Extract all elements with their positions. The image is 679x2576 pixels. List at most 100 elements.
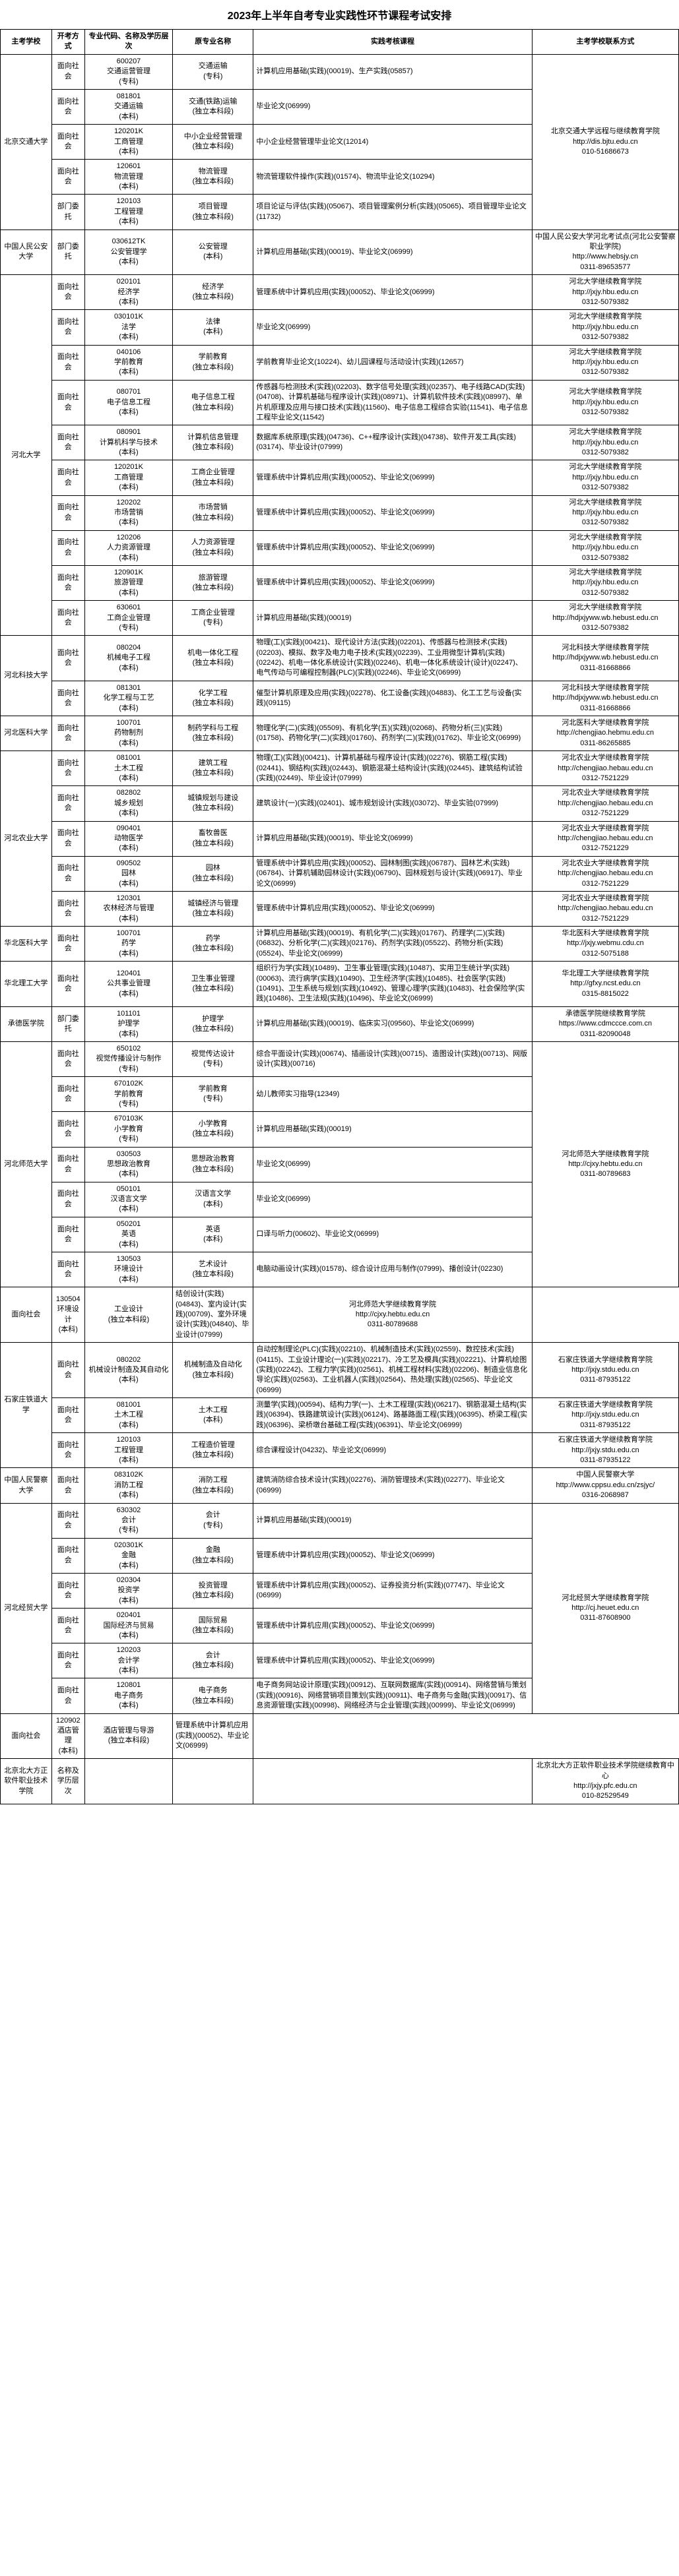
table-row: 石家庄铁道大学面向社会080202机械设计制造及其自动化(本科)机械制造及自动化… bbox=[1, 1343, 679, 1398]
cell-course: 毕业论文(06999) bbox=[253, 1182, 532, 1217]
cell-contact: 华北理工大学继续教育学院http://gfxy.ncst.edu.cn0315-… bbox=[532, 962, 678, 1007]
table-row: 面向社会120301农林经济与管理(本科)城镇经济与管理(独立本科段)管理系统中… bbox=[1, 891, 679, 926]
cell-prevmajor: 工商企业管理(独立本科段) bbox=[173, 460, 253, 495]
cell-prevmajor: 汉语言文学(本科) bbox=[173, 1182, 253, 1217]
cell-code: 600207交通运营管理(专科) bbox=[84, 54, 172, 89]
cell-mode: 面向社会 bbox=[51, 345, 84, 380]
cell-mode: 面向社会 bbox=[51, 1398, 84, 1433]
cell-prevmajor: 公安管理(本科) bbox=[173, 230, 253, 275]
cell-school: 河北医科大学 bbox=[1, 716, 52, 751]
table-row: 面向社会090502园林(本科)园林(独立本科段)管理系统中计算机应用(实践)(… bbox=[1, 856, 679, 891]
cell-course: 口译与听力(00602)、毕业论文(06999) bbox=[253, 1217, 532, 1252]
cell-code: 083102K消防工程(本科) bbox=[84, 1468, 172, 1503]
cell-code: 120201K工商管理(本科) bbox=[84, 125, 172, 160]
cell-prevmajor: 项目管理(独立本科段) bbox=[173, 195, 253, 230]
cell-mode: 部门委托 bbox=[51, 195, 84, 230]
cell-contact: 河北科技大学继续教育学院http://hdjxjyww.wb.hebust.ed… bbox=[532, 636, 678, 681]
table-row: 面向社会120901K旅游管理(本科)旅游管理(独立本科段)管理系统中计算机应用… bbox=[1, 565, 679, 600]
cell-prevmajor: 化学工程(独立本科段) bbox=[173, 681, 253, 716]
cell-school: 河北经贸大学 bbox=[1, 1503, 52, 1713]
cell-code: 020304投资学(本科) bbox=[84, 1573, 172, 1608]
cell-mode: 面向社会 bbox=[51, 565, 84, 600]
cell-mode: 面向社会 bbox=[1, 1713, 52, 1759]
cell-code: 130504环境设计(本科) bbox=[51, 1287, 84, 1343]
cell-prevmajor: 小学教育(独立本科段) bbox=[173, 1112, 253, 1147]
cell-course: 管理系统中计算机应用(实践)(00052)、园林制图(实践)(06787)、园林… bbox=[253, 856, 532, 891]
cell-mode: 面向社会 bbox=[51, 125, 84, 160]
cell-school: 承德医学院 bbox=[1, 1006, 52, 1041]
cell-code: 040106学前教育(本科) bbox=[84, 345, 172, 380]
cell-mode: 面向社会 bbox=[51, 1252, 84, 1287]
cell-prevmajor: 土木工程(本科) bbox=[173, 1398, 253, 1433]
cell-mode: 名称及学历层次 bbox=[51, 1759, 84, 1804]
cell-course: 计算机应用基础(实践)(00019)、生产实践(05857) bbox=[253, 54, 532, 89]
cell-prevmajor: 学前教育(独立本科段) bbox=[173, 345, 253, 380]
cell-code: 081301化学工程与工艺(本科) bbox=[84, 681, 172, 716]
cell-code: 080202机械设计制造及其自动化(本科) bbox=[84, 1343, 172, 1398]
cell-mode: 面向社会 bbox=[51, 310, 84, 345]
cell-course: 电脑动画设计(实践)(01578)、综合设计应用与制作(07999)、播创设计(… bbox=[253, 1252, 532, 1287]
cell-contact: 河北大学继续教育学院http://jxjy.hbu.edu.cn0312-507… bbox=[532, 425, 678, 460]
th-code: 专业代码、名称及学历层次 bbox=[84, 30, 172, 55]
cell-prevmajor: 消防工程(独立本科段) bbox=[173, 1468, 253, 1503]
cell-mode: 面向社会 bbox=[51, 927, 84, 962]
cell-code: 082802城乡规划(本科) bbox=[84, 786, 172, 821]
cell-prevmajor: 物流管理(独立本科段) bbox=[173, 160, 253, 195]
cell-prevmajor: 电子信息工程(独立本科段) bbox=[173, 380, 253, 425]
cell-prevmajor: 卫生事业管理(独立本科段) bbox=[173, 962, 253, 1007]
cell-prevmajor: 经济学(独立本科段) bbox=[173, 275, 253, 310]
table-row: 面向社会040106学前教育(本科)学前教育(独立本科段)学前教育毕业论文(10… bbox=[1, 345, 679, 380]
cell-course: 管理系统中计算机应用(实践)(00052)、毕业论文(06999) bbox=[253, 1609, 532, 1643]
cell-mode: 面向社会 bbox=[51, 530, 84, 565]
cell-contact: 中国人民警察大学http://www.cppsu.edu.cn/zsjyc/03… bbox=[532, 1468, 678, 1503]
header-row: 主考学校 开考方式 专业代码、名称及学历层次 原专业名称 实践考核课程 主考学校… bbox=[1, 30, 679, 55]
cell-code: 130503环境设计(本科) bbox=[84, 1252, 172, 1287]
cell-mode: 面向社会 bbox=[51, 821, 84, 856]
table-row: 中国人民警察大学面向社会083102K消防工程(本科)消防工程(独立本科段)建筑… bbox=[1, 1468, 679, 1503]
cell-prevmajor: 制药学科与工程(独立本科段) bbox=[173, 716, 253, 751]
cell-mode: 面向社会 bbox=[1, 1287, 52, 1343]
cell-course: 计算机应用基础(实践)(00019)、临床实习(09560)、毕业论文(0699… bbox=[253, 1006, 532, 1041]
cell-course: 自动控制理论(PLC)(实践)(02210)、机械制造技术(实践)(02559)… bbox=[253, 1343, 532, 1398]
cell-mode: 面向社会 bbox=[51, 89, 84, 124]
cell-prevmajor: 金融(独立本科段) bbox=[173, 1538, 253, 1573]
cell-course: 计算机应用基础(实践)(00019) bbox=[253, 1112, 532, 1147]
cell-contact: 河北科技大学继续教育学院http://hdjxjyww.wb.hebust.ed… bbox=[532, 681, 678, 716]
cell-code: 080901计算机科学与技术(本科) bbox=[84, 425, 172, 460]
table-row: 河北科技大学面向社会080204机械电子工程(本科)机电一体化工程(独立本科段)… bbox=[1, 636, 679, 681]
cell-prevmajor: 市场营销(独立本科段) bbox=[173, 495, 253, 530]
cell-school: 石家庄铁道大学 bbox=[1, 1343, 52, 1468]
cell-mode: 面向社会 bbox=[51, 681, 84, 716]
cell-code: 100701药物制剂(本科) bbox=[84, 716, 172, 751]
table-row: 北京交通大学面向社会600207交通运营管理(专科)交通运输(专科)计算机应用基… bbox=[1, 54, 679, 89]
cell-course: 计算机应用基础(实践)(00019) bbox=[253, 1503, 532, 1538]
cell-code: 080701电子信息工程(本科) bbox=[84, 380, 172, 425]
cell-code: 081801交通运输(本科) bbox=[84, 89, 172, 124]
cell-course: 结创设计(实践)(04843)、室内设计(实践)(00709)、室外环境设计(实… bbox=[173, 1287, 253, 1343]
cell-code: 080204机械电子工程(本科) bbox=[84, 636, 172, 681]
cell-course: 综合课程设计(04232)、毕业论文(06999) bbox=[253, 1433, 532, 1468]
th-course: 实践考核课程 bbox=[253, 30, 532, 55]
cell-course: 管理系统中计算机应用(实践)(00052)、毕业论文(06999) bbox=[253, 1538, 532, 1573]
table-row: 面向社会081301化学工程与工艺(本科)化学工程(独立本科段)催型计算机原理及… bbox=[1, 681, 679, 716]
table-row: 面向社会081001土木工程(本科)土木工程(本科)测量学(实践)(00594)… bbox=[1, 1398, 679, 1433]
cell-code: 120601物流管理(本科) bbox=[84, 160, 172, 195]
cell-contact: 中国人民公安大学河北考试点(河北公安警察职业学院)http://www.hebs… bbox=[532, 230, 678, 275]
page-title: 2023年上半年自考专业实践性环节课程考试安排 bbox=[0, 0, 679, 29]
cell-prevmajor: 法律(本科) bbox=[173, 310, 253, 345]
table-row: 河北大学面向社会020101经济学(本科)经济学(独立本科段)管理系统中计算机应… bbox=[1, 275, 679, 310]
cell-contact: 河北大学继续教育学院http://hdjxjyww.wb.hebust.edu.… bbox=[532, 601, 678, 636]
cell-school: 中国人民公安大学 bbox=[1, 230, 52, 275]
table-row: 面向社会120202市场营销(本科)市场营销(独立本科段)管理系统中计算机应用(… bbox=[1, 495, 679, 530]
cell-course: 催型计算机原理及应用(实践)(02278)、化工设备(实践)(04883)、化工… bbox=[253, 681, 532, 716]
cell-code: 081001土木工程(本科) bbox=[84, 1398, 172, 1433]
cell-code: 100701药学(本科) bbox=[84, 927, 172, 962]
cell-mode: 面向社会 bbox=[51, 1041, 84, 1076]
cell-mode: 面向社会 bbox=[51, 380, 84, 425]
cell-school: 河北大学 bbox=[1, 275, 52, 636]
cell-prevmajor: 城镇规划与建设(独立本科段) bbox=[173, 786, 253, 821]
cell-code: 120301农林经济与管理(本科) bbox=[84, 891, 172, 926]
cell-prevmajor: 思想政治教育(独立本科段) bbox=[173, 1147, 253, 1182]
cell-code: 090401动物医学(本科) bbox=[84, 821, 172, 856]
cell-course: 管理系统中计算机应用(实践)(00052)、毕业论文(06999) bbox=[253, 275, 532, 310]
